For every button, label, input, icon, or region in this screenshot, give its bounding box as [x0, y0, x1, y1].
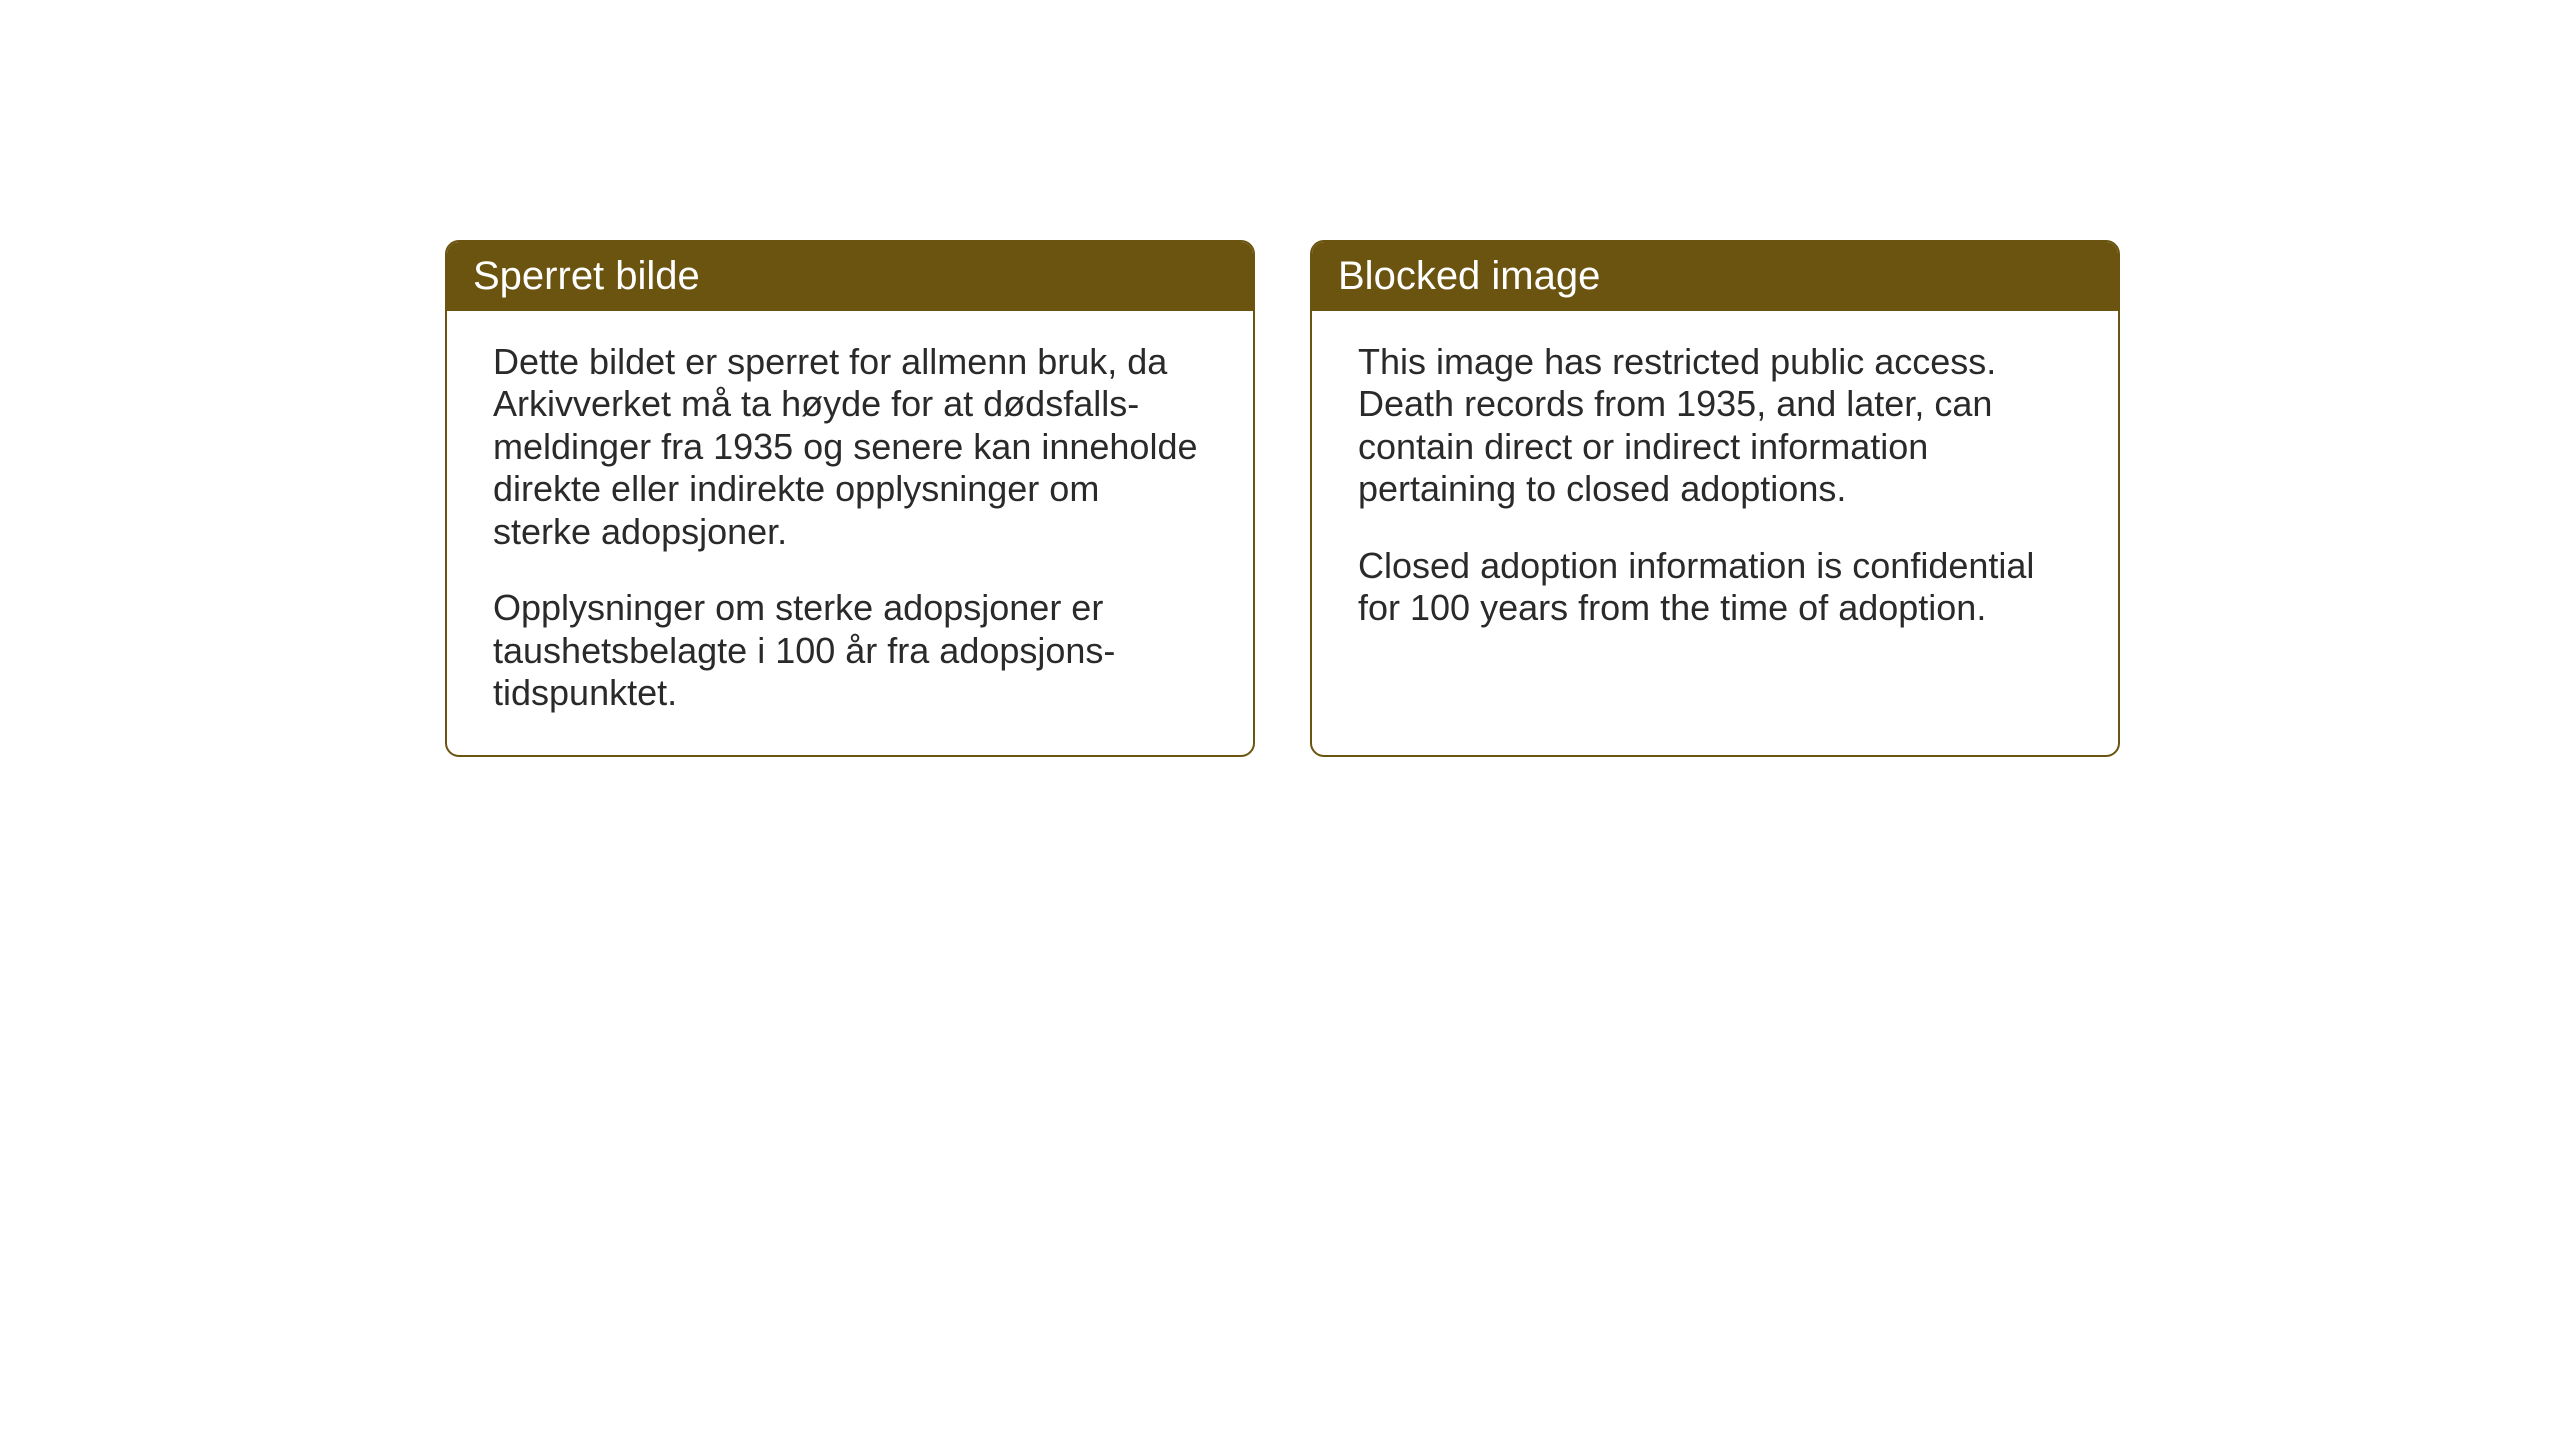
card-header-norwegian: Sperret bilde [447, 242, 1253, 311]
paragraph-text: Closed adoption information is confident… [1358, 545, 2072, 630]
paragraph-text: Opplysninger om sterke adopsjoner er tau… [493, 587, 1207, 714]
card-body-english: This image has restricted public access.… [1312, 311, 2118, 670]
notice-card-norwegian: Sperret bilde Dette bildet er sperret fo… [445, 240, 1255, 757]
paragraph-text: Dette bildet er sperret for allmenn bruk… [493, 341, 1207, 553]
notice-card-english: Blocked image This image has restricted … [1310, 240, 2120, 757]
card-header-english: Blocked image [1312, 242, 2118, 311]
notice-cards-container: Sperret bilde Dette bildet er sperret fo… [445, 240, 2120, 757]
paragraph-text: This image has restricted public access.… [1358, 341, 2072, 511]
card-body-norwegian: Dette bildet er sperret for allmenn bruk… [447, 311, 1253, 755]
